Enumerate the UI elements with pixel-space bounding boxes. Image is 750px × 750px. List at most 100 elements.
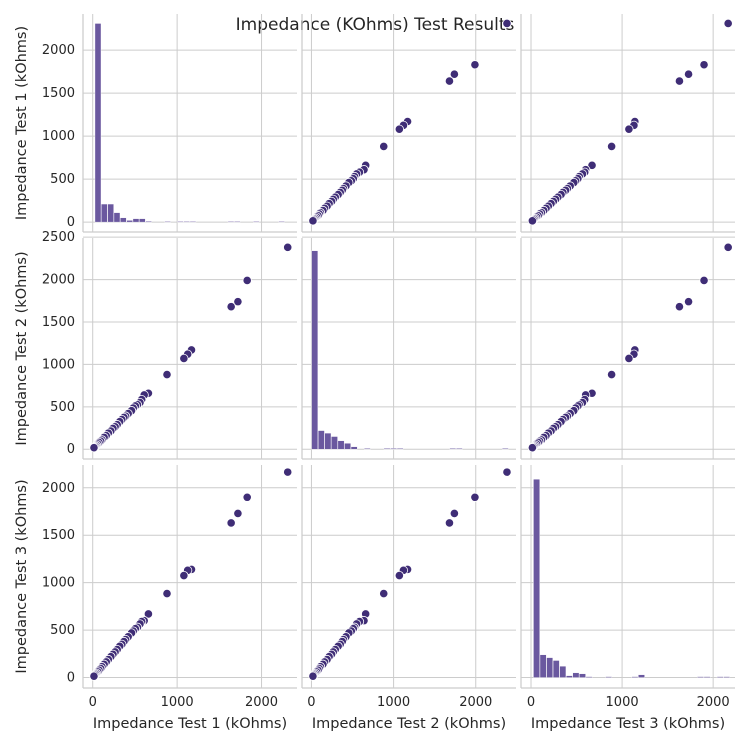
hist-bar-0-1 xyxy=(101,203,108,223)
hist-bar-2-16 xyxy=(638,674,645,678)
hist-bar-0-7 xyxy=(139,218,146,223)
panel-r0-c1 xyxy=(302,14,516,232)
y-tick-label-r2-1000: 1000 xyxy=(42,576,75,591)
scatter-point-r1-c2-6 xyxy=(624,353,634,364)
scatter-point-r1-c0-7 xyxy=(162,369,172,380)
scatter-point-r0-c1-7 xyxy=(379,141,389,152)
scatter-point-r0-c1-2 xyxy=(449,69,459,79)
scatter-point-r2-c0-2 xyxy=(233,508,243,519)
hist-bar-0-6 xyxy=(132,218,140,223)
x-tick-label-c1-2000: 2000 xyxy=(459,695,492,710)
hist-bar-2-2 xyxy=(546,657,554,678)
hist-bar-0-22 xyxy=(234,221,241,223)
hist-bar-0-2 xyxy=(107,203,114,223)
hist-bar-2-28 xyxy=(716,676,724,678)
hist-bar-2-29 xyxy=(723,676,731,678)
hist-bar-1-0 xyxy=(311,250,319,450)
hist-bar-0-0 xyxy=(94,23,102,223)
scatter-point-r2-c1-1 xyxy=(470,492,480,502)
chart-title: Impedance (KOhms) Test Results xyxy=(236,15,515,35)
hist-bar-2-1 xyxy=(539,654,547,678)
y-tick-label-r2-1500: 1500 xyxy=(42,528,75,543)
scatter-point-r1-c2-3 xyxy=(674,302,685,312)
hist-bar-1-4 xyxy=(337,440,345,450)
y-tick-label-r2-0: 0 xyxy=(67,671,75,686)
y-tick-label-r1-2000: 2000 xyxy=(42,273,75,288)
y-tick-label-r2-500: 500 xyxy=(50,623,75,638)
scatter-point-r0-c1-6 xyxy=(394,124,404,134)
scatter-point-r0-c2-3 xyxy=(674,76,685,86)
scatter-point-r0-c2-2 xyxy=(683,69,694,79)
y-tick-label-r1-1500: 1500 xyxy=(42,315,75,330)
scatter-point-r1-c2-35 xyxy=(527,443,537,453)
y-tick-label-r0-1000: 1000 xyxy=(42,129,75,144)
scatter-point-r0-c2-7 xyxy=(607,141,617,152)
hist-bar-2-5 xyxy=(566,675,573,678)
scatter-point-r2-c0-0 xyxy=(283,467,293,477)
scatter-point-r1-c2-1 xyxy=(699,275,709,286)
hist-bar-2-4 xyxy=(559,665,567,678)
hist-bar-0-8 xyxy=(145,221,152,223)
x-axis-label-2: Impedance Test 3 (kOhms) xyxy=(531,716,725,732)
panel-r0-c0 xyxy=(83,14,297,232)
hist-bar-2-15 xyxy=(631,676,639,678)
panel-r2-c1 xyxy=(302,465,516,688)
hist-bar-2-0 xyxy=(533,479,540,678)
hist-bar-2-25 xyxy=(697,676,704,678)
scatter-point-r2-c0-35 xyxy=(89,671,99,681)
x-tick-label-c2-0: 0 xyxy=(527,695,535,710)
hist-bar-2-11 xyxy=(605,676,613,678)
hist-bar-0-25 xyxy=(253,221,260,223)
y-tick-label-r1-2500: 2500 xyxy=(42,230,75,245)
hist-bar-1-5 xyxy=(344,443,351,450)
y-tick-label-r0-0: 0 xyxy=(67,215,75,230)
y-tick-label-r1-1000: 1000 xyxy=(42,357,75,372)
hist-bar-1-11 xyxy=(383,448,391,450)
pairplot-panels xyxy=(83,14,735,688)
hist-bar-1-22 xyxy=(455,448,463,450)
hist-bar-1-1 xyxy=(317,430,325,450)
hist-bar-1-8 xyxy=(363,448,371,450)
hist-bar-0-15 xyxy=(189,221,197,223)
scatter-point-r0-c2-35 xyxy=(527,216,537,226)
scatter-point-r2-c0-7 xyxy=(162,588,172,599)
scatter-point-r1-c0-35 xyxy=(89,443,99,453)
hist-bar-2-3 xyxy=(552,660,560,678)
hist-bar-1-3 xyxy=(331,436,338,450)
panel-r2-c0 xyxy=(83,465,297,688)
x-tick-label-c0-1000: 1000 xyxy=(161,695,194,710)
y-tick-label-r0-1500: 1500 xyxy=(42,86,75,101)
axes-layer xyxy=(82,14,735,689)
hist-bar-0-5 xyxy=(126,220,133,223)
hist-bar-0-4 xyxy=(120,217,127,223)
hist-bar-0-3 xyxy=(113,212,121,223)
x-tick-label-c1-0: 0 xyxy=(307,695,315,710)
scatter-point-r2-c1-6 xyxy=(394,570,404,581)
panel-r0-c2 xyxy=(521,14,735,232)
scatter-point-r0-c1-1 xyxy=(470,60,480,70)
panel-r1-c1 xyxy=(302,236,516,459)
x-tick-label-c0-2000: 2000 xyxy=(245,695,278,710)
panel-r2-c2 xyxy=(521,465,735,688)
x-tick-label-c2-2000: 2000 xyxy=(697,695,730,710)
hist-bar-0-29 xyxy=(278,221,285,223)
hist-bar-1-21 xyxy=(449,448,457,450)
hist-bar-2-7 xyxy=(579,673,586,678)
scatter-point-r0-c2-0 xyxy=(723,18,733,29)
hist-bar-2-26 xyxy=(703,676,711,678)
x-tick-label-c0-0: 0 xyxy=(89,695,97,710)
hist-bar-0-14 xyxy=(183,221,190,223)
panel-r1-c2 xyxy=(521,236,735,459)
scatter-point-r0-c2-1 xyxy=(699,60,709,70)
scatter-point-r2-c1-7 xyxy=(379,588,389,599)
y-tick-label-r1-500: 500 xyxy=(50,400,75,415)
panel-r1-c0 xyxy=(83,236,297,459)
scatter-point-r1-c0-3 xyxy=(226,302,236,312)
scatter-point-r2-c0-8 xyxy=(143,609,154,619)
scatter-point-r1-c2-0 xyxy=(723,242,733,252)
scatter-point-r0-c1-3 xyxy=(444,76,455,86)
scatter-point-r2-c0-1 xyxy=(242,492,252,502)
scatter-point-r2-c0-3 xyxy=(226,518,236,528)
x-axis-label-1: Impedance Test 2 (kOhms) xyxy=(312,716,506,732)
scatter-point-r1-c2-2 xyxy=(683,297,694,307)
